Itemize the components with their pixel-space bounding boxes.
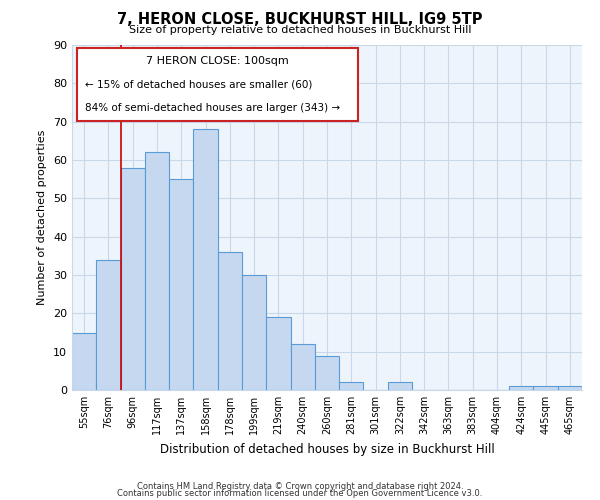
FancyBboxPatch shape xyxy=(77,48,358,121)
Bar xyxy=(290,344,315,390)
Text: Contains public sector information licensed under the Open Government Licence v3: Contains public sector information licen… xyxy=(118,488,482,498)
Bar xyxy=(558,386,582,390)
Y-axis label: Number of detached properties: Number of detached properties xyxy=(37,130,47,305)
Text: 7 HERON CLOSE: 100sqm: 7 HERON CLOSE: 100sqm xyxy=(146,56,289,66)
Bar xyxy=(266,317,290,390)
Bar xyxy=(242,275,266,390)
Bar xyxy=(145,152,169,390)
Bar xyxy=(72,332,96,390)
Bar xyxy=(533,386,558,390)
Text: Size of property relative to detached houses in Buckhurst Hill: Size of property relative to detached ho… xyxy=(129,25,471,35)
Text: Contains HM Land Registry data © Crown copyright and database right 2024.: Contains HM Land Registry data © Crown c… xyxy=(137,482,463,491)
Bar xyxy=(121,168,145,390)
X-axis label: Distribution of detached houses by size in Buckhurst Hill: Distribution of detached houses by size … xyxy=(160,442,494,456)
Bar xyxy=(96,260,121,390)
Bar xyxy=(193,130,218,390)
Bar xyxy=(218,252,242,390)
Text: ← 15% of detached houses are smaller (60): ← 15% of detached houses are smaller (60… xyxy=(85,80,312,90)
Bar xyxy=(339,382,364,390)
Text: 84% of semi-detached houses are larger (343) →: 84% of semi-detached houses are larger (… xyxy=(85,103,340,113)
Text: 7, HERON CLOSE, BUCKHURST HILL, IG9 5TP: 7, HERON CLOSE, BUCKHURST HILL, IG9 5TP xyxy=(117,12,483,28)
Bar xyxy=(509,386,533,390)
Bar xyxy=(388,382,412,390)
Bar xyxy=(315,356,339,390)
Bar xyxy=(169,179,193,390)
